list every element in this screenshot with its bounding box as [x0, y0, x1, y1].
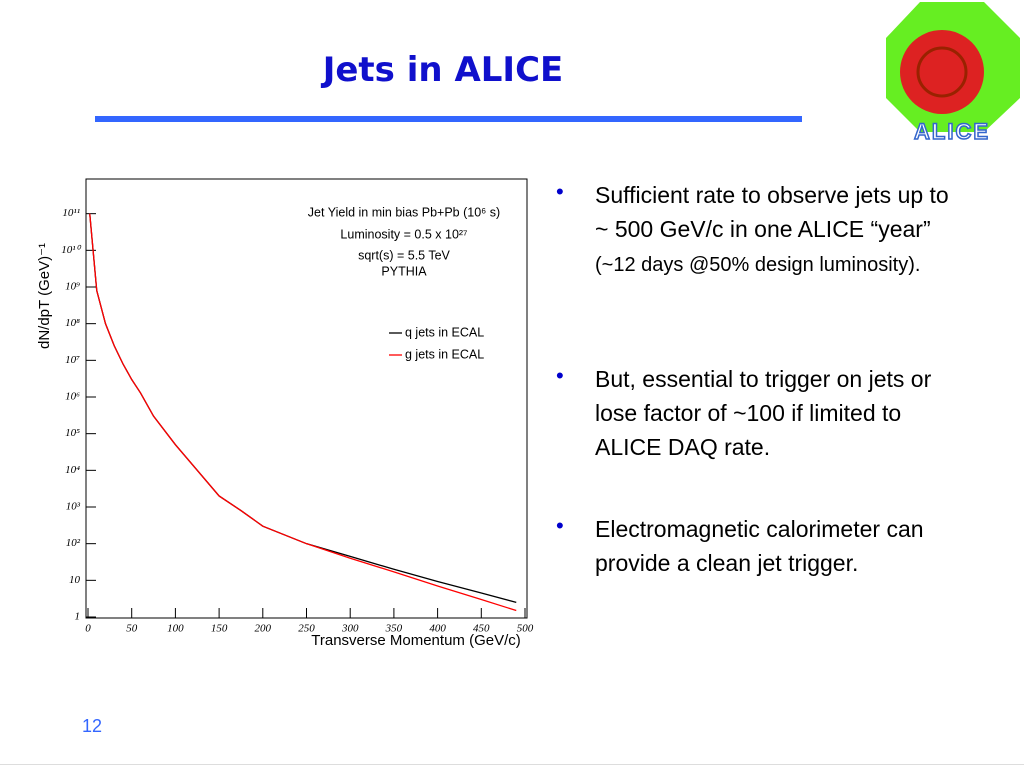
bullet-note: (~12 days @50% design luminosity).	[595, 254, 921, 276]
slide-title: Jets in ALICE	[322, 50, 564, 90]
bullet: • Electromagnetic calorimeter can provide…	[556, 512, 956, 580]
plot-frame	[85, 178, 528, 619]
data-line	[89, 213, 517, 604]
x-tick-label: 200	[255, 623, 272, 635]
logo-disc	[900, 30, 984, 114]
y-tick-label: 10⁹	[65, 281, 80, 293]
annotation: Luminosity = 0.5 x 10²⁷	[340, 227, 468, 241]
y-axis-label: dN/dpT (GeV)⁻¹	[36, 243, 53, 349]
y-tick-label: 10³	[66, 501, 81, 513]
data-line	[89, 213, 517, 612]
x-tick-label: 300	[341, 623, 359, 635]
bullet-text: Electromagnetic calorimeter can provide …	[595, 516, 924, 576]
legend-label: g jets in ECAL	[405, 347, 484, 361]
x-tick-label: 400	[429, 623, 446, 635]
legend-label: q jets in ECAL	[405, 325, 484, 339]
logo-text: ALICE	[914, 119, 990, 144]
y-tick-label: 10²	[66, 537, 81, 549]
y-tick-label: 10⁶	[65, 391, 80, 403]
bullet: • But, essential to trigger on jets or lo…	[556, 362, 956, 464]
logo: ALICE	[886, 2, 1020, 145]
chart: 1 10 10² 10³ 10⁴ 10⁵ 10⁶ 10⁷ 10⁸ 10⁹ 10¹⁰ 10¹¹ 0 50 10…	[36, 178, 534, 649]
y-tick-label: 10⁴	[65, 464, 80, 476]
x-axis-label: Transverse Momentum (GeV/c)	[311, 632, 521, 649]
x-tick-label: 100	[167, 623, 184, 635]
annotation: PYTHIA	[381, 264, 427, 278]
x-tick-label: 250	[298, 623, 315, 635]
y-tick-label: 1	[75, 611, 81, 623]
y-tick-label: 10¹¹	[62, 207, 80, 219]
x-tick-label: 150	[211, 623, 228, 635]
x-tick-label: 0	[85, 623, 91, 635]
y-tick-label: 10⁵	[65, 427, 80, 439]
title-underline	[95, 116, 802, 122]
x-tick-label: 500	[517, 623, 534, 635]
y-tick-label: 10¹⁰	[61, 244, 81, 256]
bullet-text: Sufficient rate to observe jets up to ~ …	[595, 182, 949, 242]
annotation: Jet Yield in min bias Pb+Pb (10⁶ s)	[308, 205, 500, 219]
x-tick-label: 50	[126, 623, 138, 635]
y-tick-label: 10⁷	[65, 354, 80, 366]
bullet-text: But, essential to trigger on jets or los…	[595, 366, 932, 460]
y-tick-label: 10	[69, 574, 81, 586]
y-tick-label: 10⁸	[65, 317, 80, 329]
x-tick-label: 450	[473, 623, 490, 635]
annotation: sqrt(s) = 5.5 TeV	[358, 248, 450, 262]
bullet: • Sufficient rate to observe jets up to …	[556, 179, 949, 276]
logo-ring	[916, 46, 968, 98]
footer-line	[0, 764, 1024, 765]
x-tick-label: 350	[385, 623, 403, 635]
page-number: 12	[82, 716, 103, 736]
